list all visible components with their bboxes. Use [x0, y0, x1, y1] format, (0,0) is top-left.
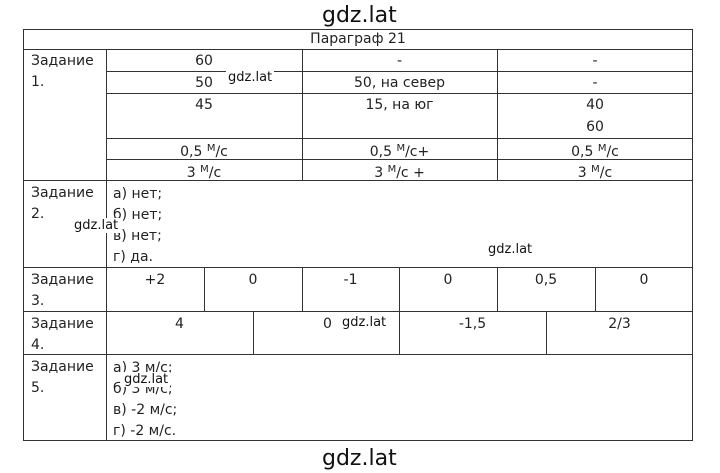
- task4-col-divider: [399, 311, 400, 354]
- page-title: Параграф 21: [310, 31, 406, 47]
- watermark-overlay: gdz.lat: [226, 70, 275, 85]
- task1-r5-c3: 3 М/с: [577, 164, 613, 181]
- task1-col-divider: [497, 49, 498, 180]
- task3-col-divider: [204, 267, 205, 311]
- task4-value: 0: [323, 316, 332, 332]
- watermark-overlay: gdz.lat: [72, 218, 121, 233]
- header-divider: [23, 49, 693, 50]
- task4-value: -1,5: [458, 316, 487, 332]
- watermark-top: gdz.lat: [322, 3, 397, 28]
- answer-table: Параграф 21 Задание 1. 60 - - 50 50, на …: [23, 29, 693, 441]
- table-frame: [23, 29, 693, 441]
- task3-col-divider: [497, 267, 498, 311]
- task3-value: 0: [248, 272, 258, 288]
- watermark-overlay: gdz.lat: [340, 315, 389, 330]
- task1-r2-c3: -: [592, 75, 598, 91]
- task1-r2-c2: 50, на север: [354, 75, 445, 91]
- task1-r3-c3b: 60: [586, 119, 604, 135]
- task1-row-divider: [106, 159, 693, 160]
- row-divider: [23, 311, 693, 312]
- watermark-overlay: gdz.lat: [486, 242, 535, 257]
- row-divider: [23, 354, 693, 355]
- task1-r1-c2: -: [396, 53, 403, 69]
- task4-value: 2/3: [608, 316, 631, 332]
- task3-value: 0,5: [534, 272, 558, 288]
- task1-r1-c1: 60: [195, 53, 213, 69]
- task3-value: 0: [443, 272, 453, 288]
- task4-value: 4: [175, 316, 184, 332]
- task2-answers: а) нет; б) нет; в) нет; г) да.: [113, 184, 162, 268]
- task3-value: -1: [343, 272, 358, 288]
- task3-value: +2: [144, 272, 166, 288]
- watermark-bottom: gdz.lat: [322, 446, 397, 471]
- task1-label: Задание 1.: [31, 53, 94, 90]
- list-item: г) да.: [113, 249, 153, 265]
- task3-col-divider: [302, 267, 303, 311]
- task1-r4-c2: 0,5 М/с+: [369, 143, 430, 160]
- row-divider: [23, 267, 693, 268]
- task4-label: Задание 4.: [31, 316, 94, 353]
- row-divider: [23, 180, 693, 181]
- task1-r3-c3: 40: [586, 97, 604, 113]
- task1-row-divider: [106, 71, 693, 72]
- task1-r3-c1: 45: [195, 97, 213, 113]
- task3-col-divider: [595, 267, 596, 311]
- task1-r2-c1: 50: [195, 75, 213, 91]
- task1-r4-c1: 0,5 М/с: [180, 143, 228, 160]
- task1-r1-c3: -: [592, 53, 598, 69]
- task3-label: Задание 3.: [31, 272, 94, 309]
- task1-col-divider: [302, 49, 303, 180]
- task1-row-divider: [106, 93, 693, 94]
- watermark-overlay: gdz.lat: [122, 372, 171, 387]
- list-item: г) -2 м/с.: [113, 423, 177, 439]
- task2-label: Задание 2.: [31, 185, 94, 222]
- task1-r3-c2: 15, на юг: [365, 97, 434, 113]
- task1-row-divider: [106, 138, 693, 139]
- task1-r5-c1: 3 М/с: [186, 164, 222, 181]
- list-item: в) -2 м/с;: [113, 402, 178, 418]
- label-column-divider: [106, 49, 107, 441]
- task5-label: Задание 5.: [31, 359, 94, 396]
- task3-col-divider: [399, 267, 400, 311]
- list-item: а) нет;: [113, 186, 163, 202]
- list-item: в) нет;: [113, 228, 162, 244]
- task1-r4-c3: 0,5 М/с: [571, 143, 619, 160]
- task4-col-divider: [546, 311, 547, 354]
- task3-value: 0: [639, 272, 649, 288]
- task1-r5-c2: 3 М/с +: [374, 164, 425, 181]
- task5-answers: а) 3 м/с; б) 3 м/с; в) -2 м/с; г) -2 м/с…: [113, 358, 177, 442]
- list-item: б) нет;: [113, 207, 163, 223]
- task4-col-divider: [253, 311, 254, 354]
